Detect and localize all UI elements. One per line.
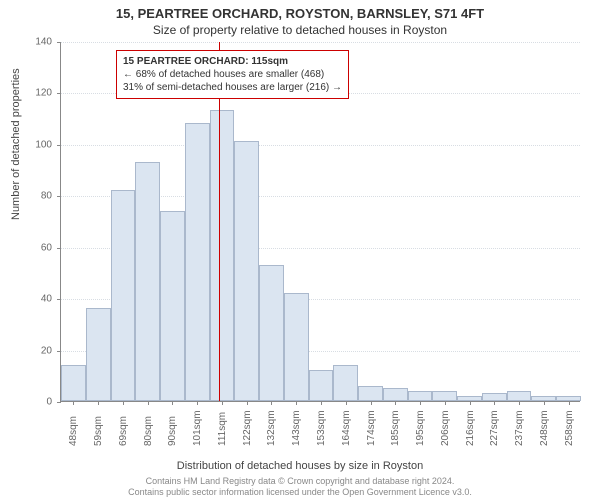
grid-line: [61, 42, 580, 43]
histogram-bar: [432, 391, 457, 401]
x-tick: [271, 401, 272, 405]
y-tick: [57, 299, 61, 300]
y-tick: [57, 248, 61, 249]
x-tick: [321, 401, 322, 405]
histogram-bar: [160, 211, 185, 401]
footer: Contains HM Land Registry data © Crown c…: [0, 476, 600, 498]
histogram-bar: [259, 265, 284, 401]
x-tick-label: 153sqm: [316, 410, 327, 446]
histogram-bar: [482, 393, 507, 401]
histogram-bar: [61, 365, 86, 401]
histogram-bar: [86, 308, 111, 401]
y-tick-label: 80: [22, 191, 52, 202]
x-tick: [445, 401, 446, 405]
y-tick: [57, 196, 61, 197]
x-tick-label: 206sqm: [440, 410, 451, 446]
footer-line-1: Contains HM Land Registry data © Crown c…: [0, 476, 600, 487]
x-tick: [346, 401, 347, 405]
x-tick-label: 122sqm: [242, 410, 253, 446]
x-tick: [98, 401, 99, 405]
x-tick: [519, 401, 520, 405]
x-tick: [470, 401, 471, 405]
histogram-bar: [234, 141, 259, 401]
y-tick-label: 20: [22, 345, 52, 356]
x-tick-label: 164sqm: [341, 410, 352, 446]
histogram-bar: [333, 365, 358, 401]
histogram-bar: [284, 293, 309, 401]
x-tick-label: 237sqm: [514, 410, 525, 446]
x-tick: [395, 401, 396, 405]
y-tick: [57, 402, 61, 403]
x-tick: [569, 401, 570, 405]
x-tick-label: 216sqm: [465, 410, 476, 446]
annotation-line-3: 31% of semi-detached houses are larger (…: [123, 81, 342, 94]
y-tick-label: 0: [22, 397, 52, 408]
y-axis-title: Number of detached properties: [10, 68, 22, 220]
x-tick-label: 69sqm: [118, 416, 129, 446]
x-tick-label: 48sqm: [68, 416, 79, 446]
x-tick-label: 132sqm: [266, 410, 277, 446]
x-tick-label: 248sqm: [539, 410, 550, 446]
x-tick-label: 111sqm: [217, 412, 228, 446]
histogram-bar: [135, 162, 160, 401]
x-tick: [197, 401, 198, 405]
x-tick-label: 59sqm: [93, 416, 104, 446]
histogram-bar: [358, 386, 383, 401]
y-tick-label: 120: [22, 88, 52, 99]
x-tick: [544, 401, 545, 405]
y-tick-label: 40: [22, 294, 52, 305]
x-tick: [494, 401, 495, 405]
histogram-bar: [408, 391, 433, 401]
x-tick-label: 143sqm: [291, 410, 302, 446]
histogram-bar: [383, 388, 408, 401]
x-tick: [247, 401, 248, 405]
x-tick: [420, 401, 421, 405]
x-tick: [73, 401, 74, 405]
footer-line-2: Contains public sector information licen…: [0, 487, 600, 498]
histogram-bar: [185, 123, 210, 401]
x-tick: [371, 401, 372, 405]
x-tick-label: 174sqm: [366, 410, 377, 446]
x-axis-title: Distribution of detached houses by size …: [0, 460, 600, 472]
x-tick-label: 227sqm: [489, 410, 500, 446]
grid-line: [61, 145, 580, 146]
annotation-line-2: ← 68% of detached houses are smaller (46…: [123, 68, 342, 81]
x-tick-label: 258sqm: [564, 410, 575, 446]
x-tick-label: 90sqm: [167, 416, 178, 446]
annotation-box: 15 PEARTREE ORCHARD: 115sqm ← 68% of det…: [116, 50, 349, 99]
histogram-bar: [111, 190, 136, 401]
x-tick: [148, 401, 149, 405]
histogram-bar: [309, 370, 334, 401]
x-tick: [123, 401, 124, 405]
y-tick-label: 60: [22, 242, 52, 253]
y-tick-label: 100: [22, 139, 52, 150]
x-tick: [172, 401, 173, 405]
chart: 15 PEARTREE ORCHARD: 115sqm ← 68% of det…: [60, 42, 580, 402]
y-tick: [57, 351, 61, 352]
x-tick-label: 195sqm: [415, 410, 426, 446]
y-tick: [57, 145, 61, 146]
x-tick: [296, 401, 297, 405]
y-tick-label: 140: [22, 37, 52, 48]
histogram-bar: [507, 391, 532, 401]
page-subtitle: Size of property relative to detached ho…: [0, 21, 600, 41]
x-tick-label: 185sqm: [390, 410, 401, 446]
histogram-bar: [210, 110, 235, 401]
y-tick: [57, 93, 61, 94]
x-tick-label: 101sqm: [192, 410, 203, 446]
page-title: 15, PEARTREE ORCHARD, ROYSTON, BARNSLEY,…: [0, 0, 600, 21]
y-tick: [57, 42, 61, 43]
annotation-line-1: 15 PEARTREE ORCHARD: 115sqm: [123, 55, 342, 68]
x-tick-label: 80sqm: [143, 416, 154, 446]
x-tick: [222, 401, 223, 405]
